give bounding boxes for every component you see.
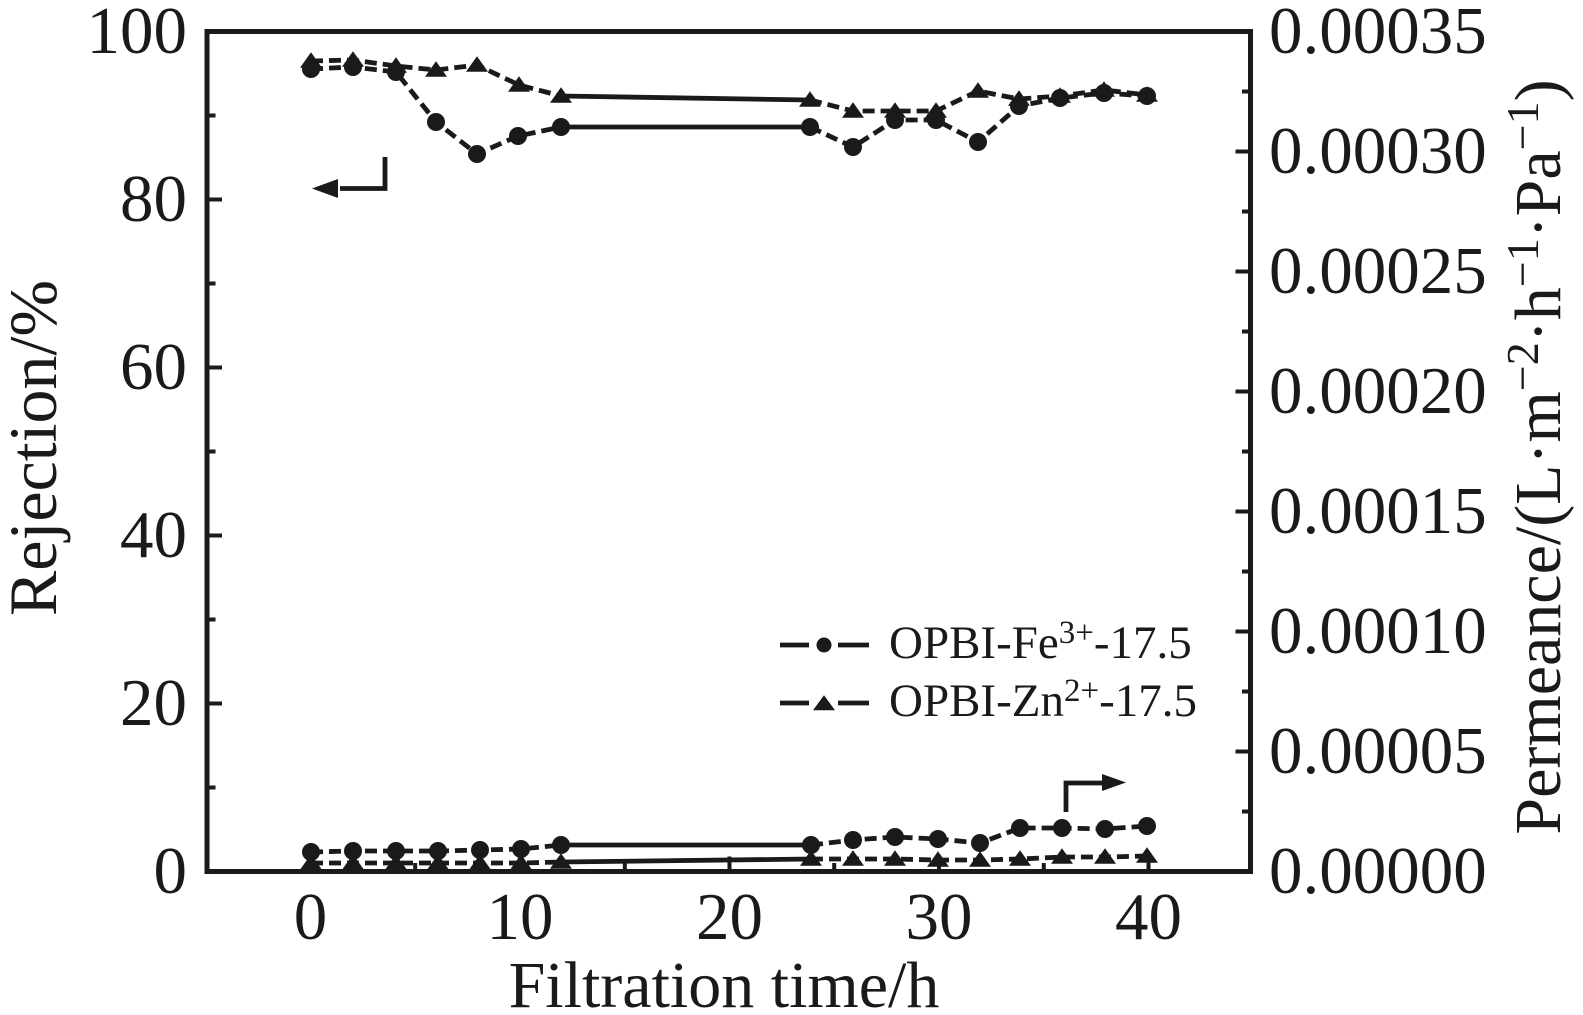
svg-text:80: 80 xyxy=(120,162,187,236)
svg-text:10: 10 xyxy=(487,880,554,954)
svg-text:40: 40 xyxy=(1115,880,1182,954)
svg-text:Rejection/%: Rejection/% xyxy=(0,280,71,616)
svg-text:Permeance/(L·m−2·h−1·Pa−1): Permeance/(L·m−2·h−1·Pa−1) xyxy=(1497,79,1575,834)
svg-text:OPBI-Zn2+-17.5: OPBI-Zn2+-17.5 xyxy=(889,673,1197,727)
svg-text:20: 20 xyxy=(696,880,763,954)
svg-text:0.00005: 0.00005 xyxy=(1269,714,1487,788)
svg-text:OPBI-Fe3+-17.5: OPBI-Fe3+-17.5 xyxy=(889,615,1192,669)
svg-text:0.00015: 0.00015 xyxy=(1269,474,1487,548)
svg-text:0: 0 xyxy=(154,834,188,908)
svg-text:30: 30 xyxy=(906,880,973,954)
svg-text:100: 100 xyxy=(87,0,188,68)
svg-text:60: 60 xyxy=(120,330,187,404)
svg-text:0.00025: 0.00025 xyxy=(1269,234,1487,308)
svg-text:20: 20 xyxy=(120,666,187,740)
svg-text:0.00020: 0.00020 xyxy=(1269,354,1487,428)
svg-text:40: 40 xyxy=(120,498,187,572)
svg-text:0.00010: 0.00010 xyxy=(1269,594,1487,668)
svg-text:Filtration time/h: Filtration time/h xyxy=(509,949,940,1015)
svg-text:0: 0 xyxy=(294,880,328,954)
svg-text:0.00030: 0.00030 xyxy=(1269,114,1487,188)
svg-text:0.00000: 0.00000 xyxy=(1269,834,1487,908)
svg-text:0.00035: 0.00035 xyxy=(1269,0,1487,68)
